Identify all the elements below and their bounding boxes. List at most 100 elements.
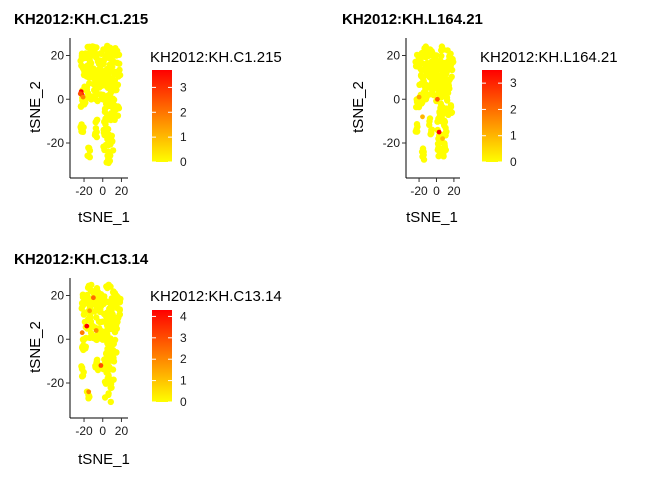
legend-tick-label: 3	[180, 331, 187, 345]
data-point	[89, 43, 96, 50]
data-point	[424, 46, 432, 53]
highlight-point	[87, 308, 92, 314]
legend-tick-label: 2	[180, 105, 187, 119]
highlight-point	[416, 94, 422, 100]
data-point	[443, 128, 450, 135]
highlight-point	[84, 323, 90, 329]
data-point	[91, 131, 99, 139]
data-point	[102, 81, 109, 89]
data-point	[94, 58, 102, 65]
y-tick-label: -20	[47, 376, 65, 390]
data-point	[95, 318, 103, 325]
data-point	[101, 56, 108, 63]
data-point	[79, 65, 87, 72]
data-point	[423, 82, 430, 89]
data-point	[90, 334, 97, 342]
data-point	[412, 62, 420, 70]
legend-tick-label: 0	[180, 395, 187, 409]
data-point	[116, 306, 124, 313]
data-point	[416, 81, 423, 89]
data-point	[423, 53, 430, 61]
data-point	[78, 128, 85, 135]
data-point	[114, 293, 121, 301]
data-point	[93, 302, 100, 310]
data-point	[112, 45, 119, 52]
data-point	[108, 384, 115, 391]
highlight-point	[93, 328, 99, 333]
legend-tick-label: 0	[510, 155, 517, 169]
data-point	[444, 97, 451, 104]
point-cloud	[77, 42, 124, 167]
data-point	[105, 149, 112, 156]
y-axis-label: tSNE_2	[350, 81, 367, 133]
data-point	[441, 119, 448, 126]
data-point	[430, 64, 438, 71]
x-tick-label: 20	[115, 424, 129, 438]
data-point	[86, 316, 93, 323]
y-tick-label: 20	[51, 289, 65, 303]
x-tick-label: -20	[75, 424, 93, 438]
y-axis-label: tSNE_2	[27, 321, 44, 373]
legend-tick-label: 3	[510, 76, 517, 90]
data-point	[107, 352, 114, 359]
legend-tick-label: 0	[180, 155, 187, 169]
point-cloud	[78, 281, 124, 406]
data-point	[103, 45, 110, 52]
y-tick-label: -20	[383, 136, 401, 150]
data-point	[415, 103, 423, 111]
data-point	[82, 99, 89, 106]
legend-tick-label: 2	[510, 102, 517, 116]
data-point	[441, 145, 449, 153]
data-point	[106, 55, 113, 62]
data-point	[446, 85, 453, 92]
data-point	[84, 43, 91, 51]
data-point	[90, 308, 97, 315]
x-tick-label: 0	[433, 184, 440, 198]
data-point	[418, 50, 425, 57]
data-point	[91, 288, 98, 295]
data-point	[87, 60, 95, 67]
data-point	[432, 55, 439, 62]
data-point	[104, 340, 111, 347]
y-tick-label: -20	[47, 136, 65, 150]
data-point	[106, 116, 113, 123]
data-point	[106, 365, 114, 372]
data-point	[96, 327, 104, 334]
legend-colorbar	[152, 70, 172, 162]
data-point	[108, 295, 116, 302]
x-axis-label: tSNE_1	[78, 451, 130, 468]
legend-tick-label: 3	[180, 80, 187, 94]
highlight-point	[91, 295, 96, 301]
x-tick-label: 0	[99, 184, 106, 198]
data-point	[442, 71, 450, 78]
y-tick-label: 20	[387, 49, 401, 63]
data-point	[109, 63, 116, 71]
data-point	[106, 157, 114, 165]
data-point	[100, 126, 107, 134]
x-axis-label: tSNE_1	[406, 209, 458, 226]
data-point	[113, 349, 120, 356]
highlight-point	[80, 94, 86, 100]
point-cloud	[412, 43, 457, 163]
data-point	[101, 108, 109, 116]
data-point	[102, 141, 110, 149]
highlight-point	[440, 136, 445, 142]
data-point	[437, 145, 444, 152]
highlight-point	[420, 114, 425, 120]
data-point	[87, 329, 95, 337]
legend-colorbar	[152, 310, 172, 402]
data-point	[94, 116, 101, 124]
data-point	[108, 103, 115, 110]
data-point	[90, 80, 97, 88]
data-point	[80, 368, 87, 376]
data-point	[444, 47, 451, 54]
highlight-point	[79, 330, 85, 336]
data-point	[79, 291, 87, 298]
panel-title: KH2012:KH.C1.215	[14, 11, 148, 28]
data-point	[116, 60, 123, 67]
data-point	[438, 52, 445, 60]
x-tick-label: 0	[99, 424, 106, 438]
data-point	[430, 92, 438, 99]
highlight-point	[436, 129, 442, 135]
